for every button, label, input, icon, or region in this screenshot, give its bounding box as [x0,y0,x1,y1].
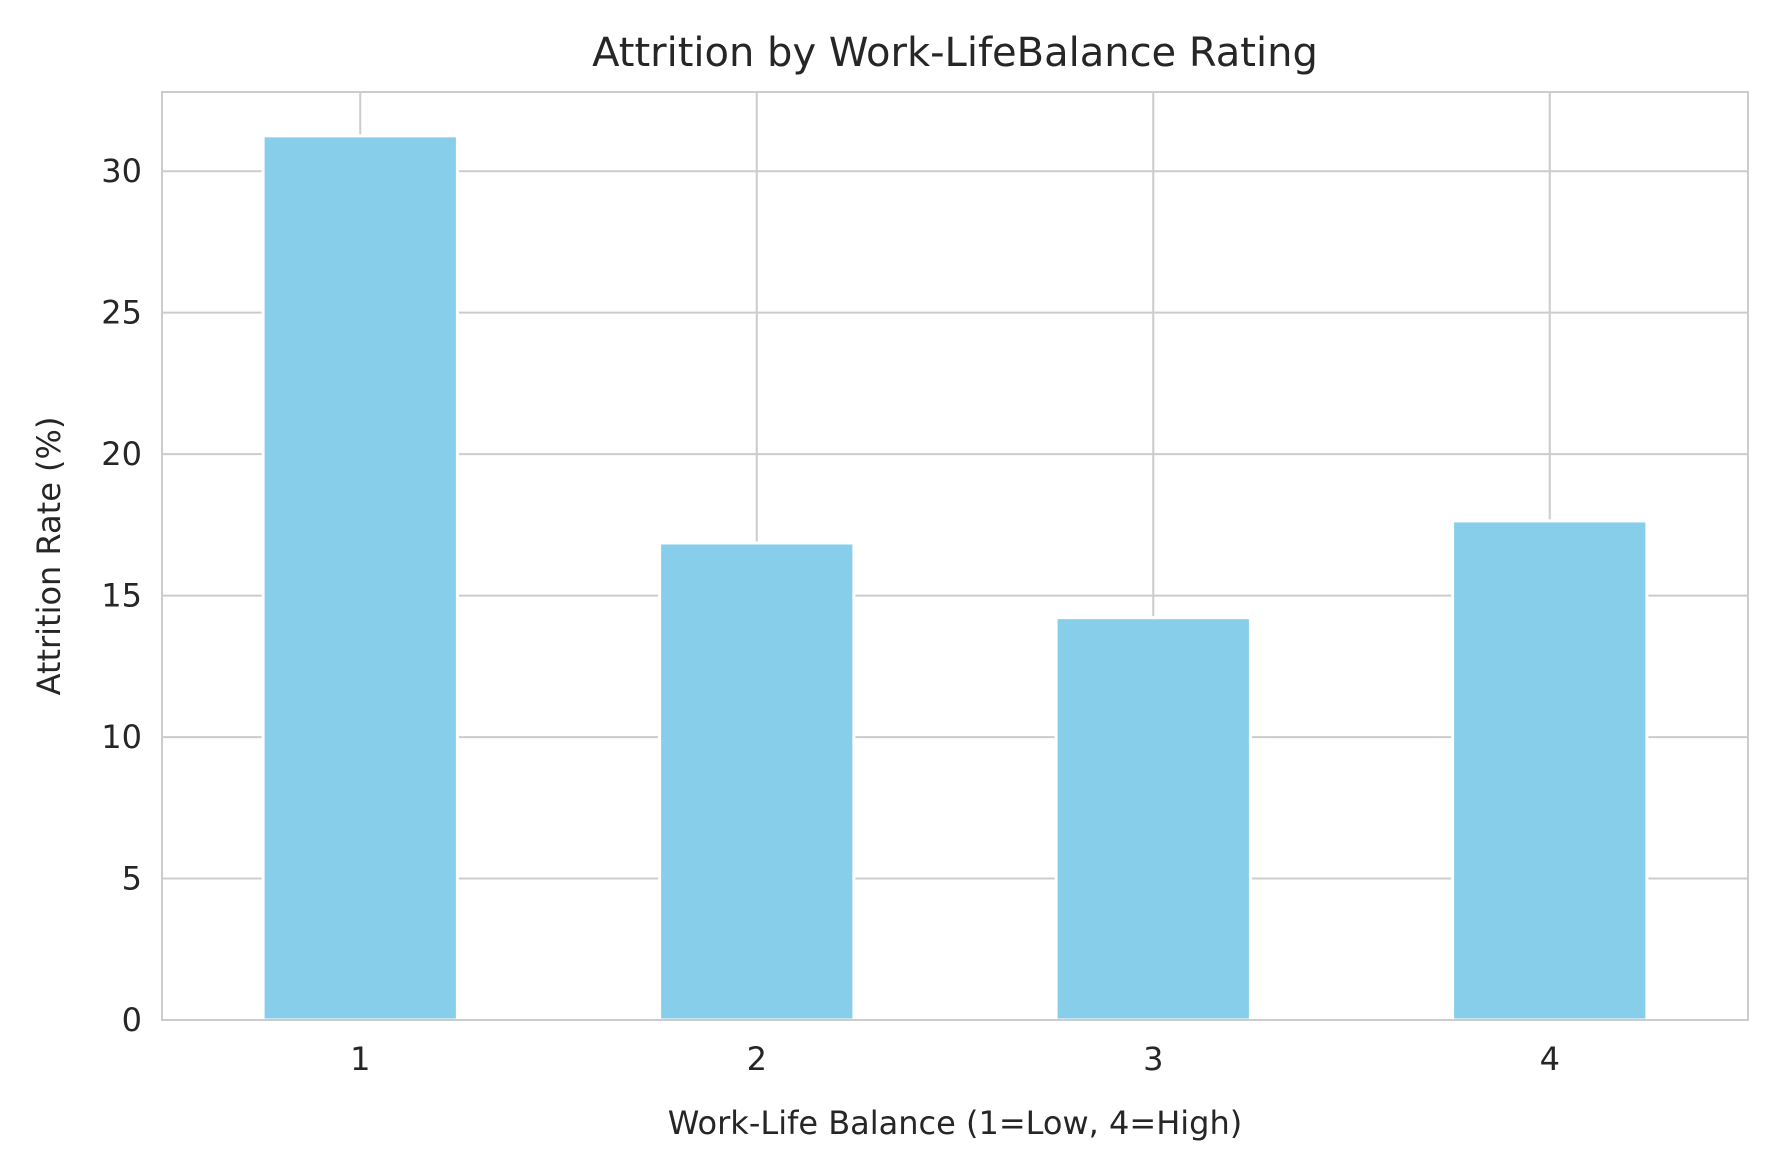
y-tick-label: 20 [101,435,142,473]
y-tick-label: 0 [122,1001,142,1039]
y-tick-label: 25 [101,294,142,332]
y-tick-label: 30 [101,152,142,190]
x-tick-labels: 1 2 3 4 [350,1040,1560,1078]
bars [261,134,1649,1022]
x-tick-label: 4 [1540,1040,1560,1078]
y-tick-labels: 0 5 10 15 20 25 30 [101,152,142,1039]
y-tick-label: 15 [101,577,142,615]
plot-frame [161,91,1749,1021]
chart-title: Attrition by Work-LifeBalance Rating [592,30,1318,76]
y-tick-label: 10 [101,718,142,756]
y-axis-label: Attrition Rate (%) [30,417,68,696]
bar-3 [1054,616,1252,1022]
bar-2 [658,541,856,1022]
bar-1 [261,134,459,1022]
y-tick-label: 5 [122,860,142,898]
bar-4 [1451,519,1649,1022]
x-tick-label: 2 [747,1040,767,1078]
x-axis-label: Work-Life Balance (1=Low, 4=High) [668,1104,1242,1142]
x-tick-label: 1 [350,1040,370,1078]
x-tick-label: 3 [1143,1040,1163,1078]
